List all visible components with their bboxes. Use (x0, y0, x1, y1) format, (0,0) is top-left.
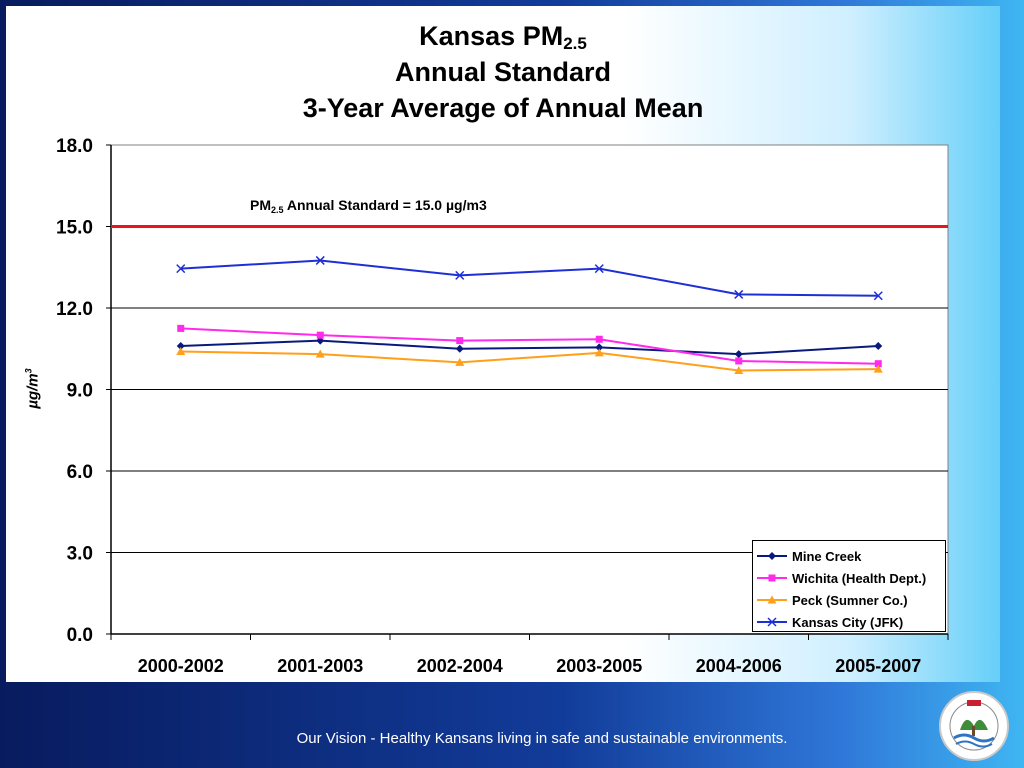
legend-item: Mine Creek (757, 545, 945, 567)
data-point (456, 337, 464, 345)
data-point (734, 289, 744, 299)
data-point (734, 350, 743, 359)
data-point (176, 346, 186, 355)
data-point (316, 331, 324, 339)
legend-label: Wichita (Health Dept.) (792, 570, 927, 586)
legend-swatch (757, 617, 787, 627)
data-point (455, 344, 464, 353)
kdhe-logo-icon (939, 691, 1009, 761)
series-line (180, 339, 879, 356)
series-line (180, 259, 879, 297)
y-tick-label: 0.0 (67, 625, 93, 646)
x-tick-label: 2003-2005 (556, 656, 642, 676)
legend-item: Peck (Sumner Co.) (757, 589, 945, 611)
legend-label: Peck (Sumner Co.) (792, 592, 908, 608)
data-point (176, 342, 185, 351)
standard-line-label: PM2.5 Annual Standard = 15.0 µg/m3 (250, 197, 487, 215)
legend-label: Kansas City (JFK) (792, 614, 904, 630)
legend-label: Mine Creek (792, 548, 862, 564)
y-tick-label: 12.0 (56, 299, 93, 320)
standard-label-prefix: PM (250, 197, 271, 213)
legend-swatch (757, 574, 787, 582)
standard-label-rest: Annual Standard = 15.0 µg/m3 (283, 197, 487, 213)
x-tick-label: 2005-2007 (835, 656, 921, 676)
y-tick-label: 3.0 (67, 544, 93, 565)
data-point (455, 270, 465, 280)
legend-swatch (757, 595, 787, 604)
standard-label-sub: 2.5 (271, 205, 284, 215)
title-prefix: Kansas PM (419, 21, 564, 51)
y-tick-label: 15.0 (56, 218, 93, 239)
data-point (874, 360, 882, 368)
x-tick-label: 2000-2002 (138, 656, 224, 676)
y-tick-label: 6.0 (67, 462, 93, 483)
series-line (180, 327, 879, 365)
x-tick-label: 2002-2004 (417, 656, 503, 676)
data-point (315, 255, 325, 265)
data-point (874, 342, 883, 351)
y-tick-label: 18.0 (56, 136, 93, 157)
legend-item: Wichita (Health Dept.) (757, 567, 945, 589)
data-point (595, 335, 603, 343)
data-point (176, 264, 186, 274)
y-axis-label: µg/m3 (23, 364, 42, 414)
data-point (873, 364, 883, 373)
data-point (594, 264, 604, 274)
y-tick-label: 9.0 (67, 381, 93, 402)
data-point (735, 357, 743, 365)
chart-legend: Mine Creek Wichita (Health Dept.) Peck (Su… (752, 540, 946, 632)
footer-vision: Our Vision - Healthy Kansans living in s… (296, 730, 788, 747)
data-point (595, 343, 604, 352)
legend-swatch (757, 552, 787, 560)
title-subscript: 2.5 (563, 34, 587, 53)
x-tick-label: 2004-2006 (696, 656, 782, 676)
data-point (455, 357, 465, 366)
x-tick-label: 2001-2003 (277, 656, 363, 676)
title-line-2: Annual Standard (394, 57, 611, 87)
y-axis-label-main: µg/m (24, 373, 42, 409)
y-axis-label-sup: 3 (23, 368, 34, 374)
data-point (873, 291, 883, 301)
data-point (315, 349, 325, 358)
title-line-3: 3-Year Average of Annual Mean (302, 93, 704, 123)
data-point (734, 365, 744, 374)
legend-item: Kansas City (JFK) (757, 611, 945, 633)
series-line (180, 350, 879, 372)
chart-title: Kansas PM2.5 Annual Standard 3-Year Aver… (0, 18, 1006, 126)
data-point (594, 348, 604, 357)
data-point (177, 324, 185, 332)
